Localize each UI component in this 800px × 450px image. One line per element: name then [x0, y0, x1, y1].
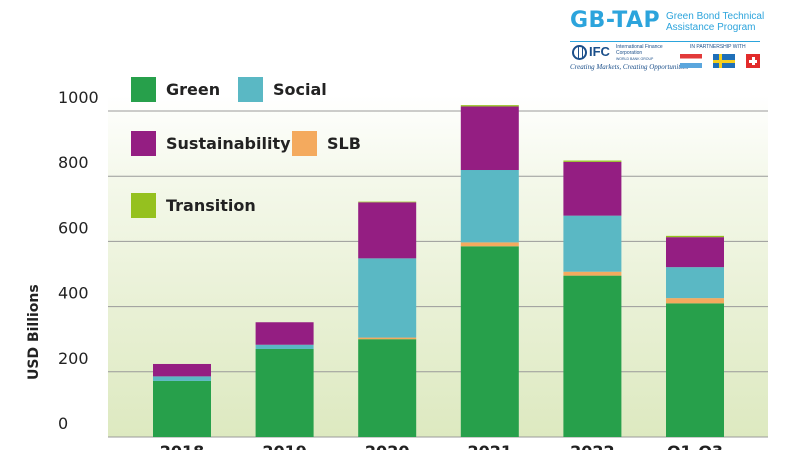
bar-2019-sustainability [255, 322, 314, 345]
x-tick-label-2021: 2021 [468, 442, 513, 450]
y-tick-label-1000: 1000 [58, 88, 99, 107]
y-tick-label-0: 0 [58, 414, 68, 433]
ifc-tagline: Creating Markets, Creating Opportunities [570, 63, 689, 71]
x-axis-ticks: 2018 2019 2020 2021 2022 Q1-Q3 [160, 442, 723, 450]
bar-2020-sustainability [358, 202, 417, 259]
sweden-flag-icon [713, 54, 735, 68]
x-tick-label-q1-q3: Q1-Q3 [667, 442, 723, 450]
bar-2021-social [460, 170, 519, 243]
bar-2020-green [358, 339, 417, 437]
y-tick-label-200: 200 [58, 349, 89, 368]
logo-divider [570, 41, 760, 42]
y-tick-label-400: 400 [58, 284, 89, 303]
bars [153, 105, 724, 437]
bar-q1-q3-sustainability [666, 237, 724, 268]
bar-2020-slb [358, 337, 417, 340]
y-tick-label-800: 800 [58, 153, 89, 172]
x-tick-label-2019: 2019 [262, 442, 307, 450]
bar-2021-slb [460, 242, 519, 247]
luxembourg-flag-icon [680, 54, 702, 68]
legend-swatch-transition [131, 193, 156, 218]
bar-2022-sustainability [563, 161, 622, 216]
bar-2020-transition [358, 201, 417, 203]
y-axis-ticks: 0 200 400 600 800 1000 [58, 88, 99, 433]
y-axis-label: USD Billions [26, 284, 42, 380]
bar-2021-sustainability [460, 106, 519, 171]
ifc-logo-icon [572, 45, 587, 60]
bar-q1-q3-slb [666, 298, 724, 304]
bar-2018-sustainability [153, 363, 211, 377]
ifc-group-name: WORLD BANK GROUP [616, 57, 654, 61]
gbtap-subtitle: Green Bond Technical Assistance Program [666, 11, 765, 33]
bar-q1-q3-social [666, 267, 724, 299]
legend-swatch-social [238, 77, 263, 102]
gbtap-logo: GB-TAP Green Bond Technical Assistance P… [570, 8, 795, 78]
x-tick-label-2018: 2018 [160, 442, 205, 450]
switzerland-flag-icon [746, 54, 760, 68]
legend-swatch-green [131, 77, 156, 102]
bar-q1-q3-green [666, 303, 724, 437]
legend-swatch-slb [292, 131, 317, 156]
bar-2019-social [255, 344, 314, 349]
ifc-full-name: International Finance Corporation [616, 44, 663, 56]
bar-2021-green [460, 246, 519, 437]
y-tick-label-600: 600 [58, 218, 89, 237]
bar-2020-social [358, 258, 417, 338]
bar-2021-transition [460, 105, 519, 107]
legend: Green Social Sustainability SLB Transition [131, 77, 361, 218]
x-tick-label-2022: 2022 [570, 442, 615, 450]
legend-label-slb: SLB [327, 134, 361, 153]
x-tick-label-2020: 2020 [365, 442, 410, 450]
partnership-label: IN PARTNERSHIP WITH [690, 44, 746, 50]
bar-2018-green [153, 380, 211, 437]
gbtap-title: GB-TAP [570, 8, 661, 33]
legend-swatch-sustainability [131, 131, 156, 156]
bar-2022-slb [563, 271, 622, 276]
bar-q1-q3-transition [666, 235, 724, 238]
bar-2019-green [255, 348, 314, 437]
bar-2022-transition [563, 160, 622, 162]
bar-2022-social [563, 215, 622, 272]
plot-background [108, 95, 768, 437]
gridlines [108, 110, 768, 438]
legend-label-green: Green [166, 80, 220, 99]
legend-label-transition: Transition [166, 196, 256, 215]
bar-2018-social [153, 376, 211, 381]
legend-label-social: Social [273, 80, 327, 99]
legend-label-sustainability: Sustainability [166, 134, 291, 153]
ifc-name: IFC [589, 44, 610, 59]
bar-2022-green [563, 275, 622, 437]
